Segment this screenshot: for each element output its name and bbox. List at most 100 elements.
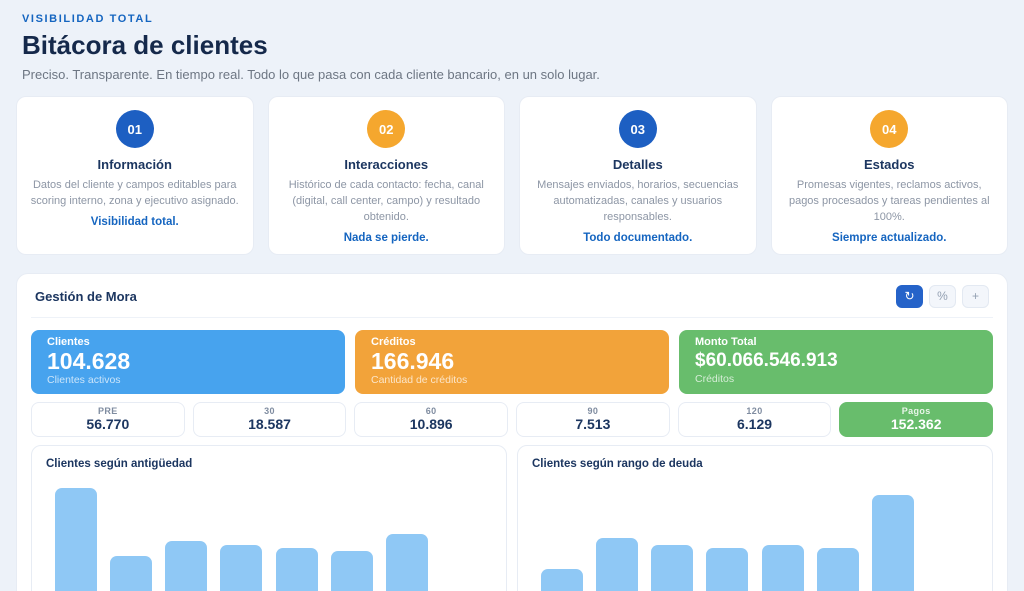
- bucket-chip-60[interactable]: 60 10.896: [354, 402, 509, 438]
- stat-label: Clientes: [47, 335, 90, 348]
- feature-title: Interacciones: [344, 157, 429, 172]
- bucket-value: 10.896: [409, 416, 453, 433]
- bucket-chip-pagos[interactable]: Pagos 152.362: [839, 402, 994, 438]
- bucket-chip-90[interactable]: 90 7.513: [516, 402, 670, 438]
- chart-title: Clientes según antigüedad: [46, 458, 193, 471]
- bar: [872, 495, 915, 591]
- bucket-label: PRE: [97, 406, 118, 417]
- refresh-button[interactable]: ↻: [896, 284, 923, 308]
- panel-title: Gestión de Mora: [35, 288, 137, 304]
- bar-slot: [755, 545, 810, 591]
- stat-sublabel: Créditos: [695, 373, 735, 386]
- stat-card-clientes: Clientes 104.628 Clientes activos: [31, 329, 345, 395]
- page-header: VISIBILIDAD TOTAL Bitácora de clientes P…: [16, 13, 1008, 82]
- bar: [109, 556, 152, 591]
- bucket-value: 6.129: [737, 416, 773, 433]
- chart-title: Clientes según rango de deuda: [532, 458, 703, 471]
- bar: [54, 488, 97, 591]
- step-number-badge: 02: [367, 110, 406, 148]
- feature-card-01: 01 Información Datos del cliente y campos …: [16, 96, 254, 255]
- bar: [595, 538, 638, 591]
- stat-card-créditos: Créditos 166.946 Cantidad de créditos: [355, 329, 669, 395]
- feature-card-02: 02 Interacciones Histórico de cada contact…: [267, 96, 505, 255]
- feature-cards-row: 01 Información Datos del cliente y campos …: [16, 96, 1008, 255]
- bar: [330, 551, 373, 591]
- bucket-value: 7.513: [575, 416, 611, 433]
- charts-row: Clientes según antigüedad0d5d15d30d60d90…: [31, 445, 993, 591]
- bar: [220, 545, 263, 591]
- plus-icon: +: [971, 289, 979, 304]
- bar: [706, 548, 749, 591]
- bucket-label: 30: [264, 406, 275, 417]
- bucket-chip-120[interactable]: 120 6.129: [677, 402, 832, 438]
- bar: [540, 569, 583, 591]
- bucket-chips-row: PRE 56.770 30 18.587 60 10.896 90 7.513 120 6.129…: [31, 402, 994, 438]
- feature-highlight: Nada se pierde.: [343, 231, 429, 244]
- bar-slot: [103, 556, 158, 591]
- step-number-badge: 04: [870, 110, 909, 148]
- feature-highlight: Siempre actualizado.: [832, 231, 947, 244]
- percent-icon: %: [937, 289, 948, 304]
- bar-slot: [269, 548, 324, 591]
- stat-cards-row: Clientes 104.628 Clientes activos Créditos 1…: [31, 329, 993, 395]
- bar: [816, 548, 859, 591]
- bucket-value: 152.362: [890, 416, 942, 433]
- feature-title: Información: [97, 157, 172, 172]
- stat-value: $60.066.546.913: [695, 349, 838, 371]
- feature-highlight: Visibilidad total.: [90, 215, 179, 228]
- bar: [651, 545, 694, 591]
- feature-description: Histórico de cada contacto: fecha, canal…: [288, 179, 484, 223]
- stat-value: 104.628: [47, 347, 131, 374]
- bar-slot: [700, 548, 755, 591]
- gestion-de-mora-panel: Gestión de Mora ↻% + Clientes 104.628 Clien…: [16, 272, 1008, 591]
- bar: [386, 534, 429, 591]
- bar-slot: [324, 551, 379, 591]
- bar-slot: [214, 545, 269, 591]
- bucket-value: 18.587: [248, 416, 291, 433]
- stat-card-monto-total: Monto Total $60.066.546.913 Créditos: [679, 329, 993, 395]
- bar: [275, 548, 318, 591]
- chart-plot-area: [532, 476, 978, 591]
- bar-slot: [534, 569, 589, 591]
- bar: [761, 545, 804, 591]
- chart-plot-area: [46, 476, 492, 591]
- add-button[interactable]: +: [962, 284, 989, 308]
- percent-toggle-button[interactable]: %: [929, 284, 956, 308]
- feature-description: Promesas vigentes, reclamos activos, pag…: [788, 179, 990, 223]
- stat-sublabel: Clientes activos: [47, 374, 121, 387]
- bar-slot: [645, 545, 700, 591]
- panel-header: Gestión de Mora ↻% +: [31, 278, 993, 318]
- bucket-label: 120: [746, 406, 763, 417]
- feature-title: Detalles: [612, 157, 663, 172]
- chart-card-antiguedad: Clientes según antigüedad0d5d15d30d60d90…: [31, 445, 507, 591]
- bar-slot: [380, 534, 435, 591]
- panel-toolbar: ↻% +: [896, 284, 989, 308]
- bucket-label: Pagos: [901, 406, 931, 417]
- stat-sublabel: Cantidad de créditos: [371, 374, 468, 387]
- bucket-label: 90: [587, 406, 599, 417]
- bucket-label: 60: [425, 406, 437, 417]
- bucket-value: 56.770: [86, 416, 130, 433]
- feature-highlight: Todo documentado.: [583, 231, 693, 244]
- page-subtitle: Preciso. Transparente. En tiempo real. T…: [22, 67, 600, 82]
- bar-slot: [866, 495, 921, 591]
- feature-description: Datos del cliente y campos editables par…: [30, 179, 239, 207]
- chart-card-rango-deuda: Clientes según rango de deuda100k200k300…: [517, 445, 993, 591]
- step-number-badge: 03: [618, 110, 657, 148]
- bucket-chip-30[interactable]: 30 18.587: [192, 402, 347, 438]
- refresh-icon: ↻: [904, 289, 915, 304]
- page-title: Bitácora de clientes: [22, 30, 268, 60]
- feature-description: Mensajes enviados, horarios, secuencias …: [537, 179, 739, 223]
- bar-slot: [810, 548, 865, 591]
- bar-slot: [48, 488, 103, 591]
- feature-card-04: 04 Estados Promesas vigentes, reclamos act…: [770, 96, 1008, 255]
- feature-card-03: 03 Detalles Mensajes enviados, horarios, s…: [519, 96, 757, 255]
- bar: [165, 541, 208, 591]
- bar-slot: [589, 538, 644, 591]
- feature-title: Estados: [863, 157, 915, 172]
- step-number-badge: 01: [115, 110, 154, 148]
- bar-slot: [159, 541, 214, 591]
- stat-value: 166.946: [371, 347, 455, 374]
- bucket-chip-pre[interactable]: PRE 56.770: [31, 402, 185, 438]
